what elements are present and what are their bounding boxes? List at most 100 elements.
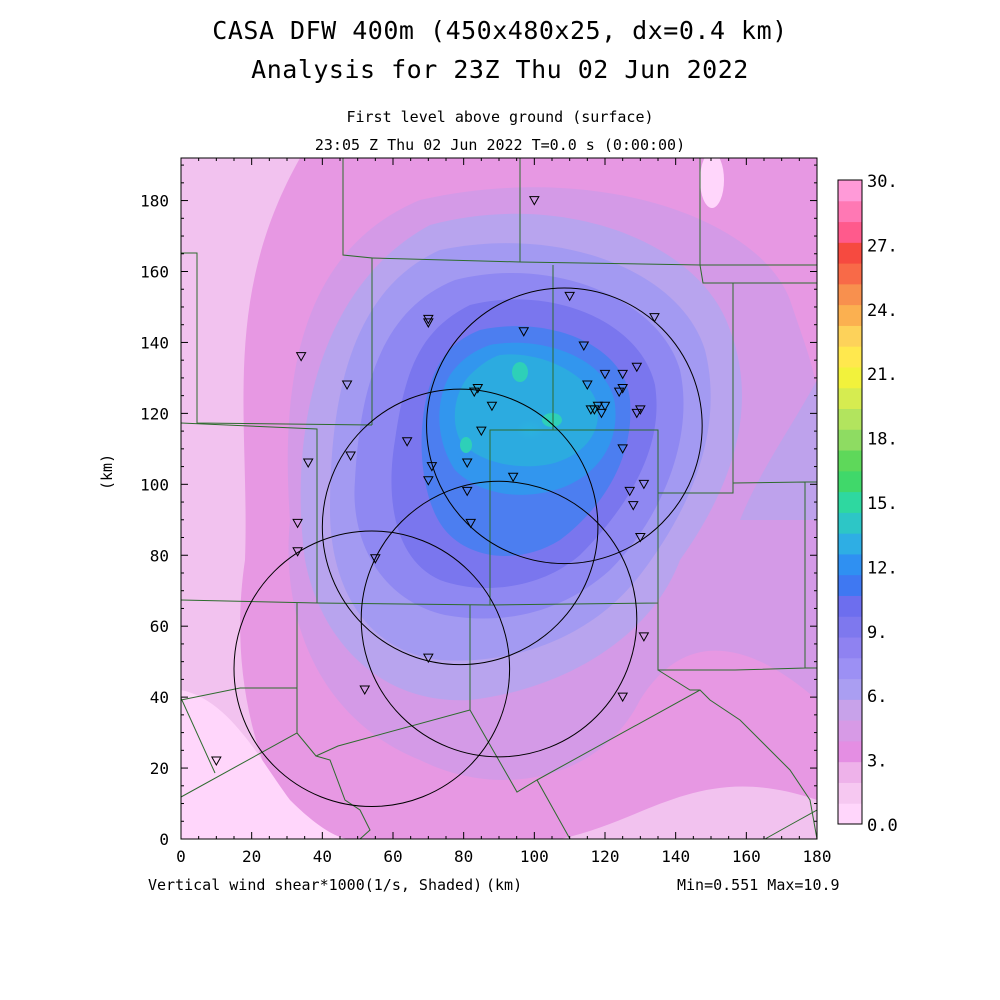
station-marker <box>624 486 636 497</box>
radar-coverage-rings <box>233 287 703 808</box>
colorbar-swatch <box>838 637 862 659</box>
colorbar-swatch <box>838 429 862 451</box>
colorbar: 30. 27. 24. 21. 18. 15. 12. 9. 6. 3. 0.0 <box>837 172 898 836</box>
y-tick-label: 100 <box>140 475 169 494</box>
x-tick-label: 40 <box>313 847 332 866</box>
station-marker <box>345 451 356 461</box>
station-marker <box>564 291 576 302</box>
station-marker <box>468 387 480 398</box>
station-marker <box>599 369 611 380</box>
station-marker <box>578 341 590 352</box>
colorbar-swatch <box>838 387 862 410</box>
station-marker <box>631 408 643 419</box>
station-marker <box>359 685 371 696</box>
station-marker <box>599 401 611 412</box>
station-marker <box>426 462 438 472</box>
x-tick-label: 180 <box>803 847 832 866</box>
y-tick-label: 0 <box>159 830 169 849</box>
colorbar-swatch <box>838 595 862 617</box>
colorbar-swatch <box>838 491 862 513</box>
station-marker <box>638 479 650 490</box>
y-axis-ticks: 0 20 40 60 80 100 120 140 160 180 <box>140 164 817 849</box>
station-marker <box>422 653 434 664</box>
colorbar-swatch <box>838 346 862 368</box>
colorbar-swatch <box>838 200 862 223</box>
colorbar-label: 9. <box>867 623 887 643</box>
colorbar-swatch <box>838 740 862 763</box>
colorbar-swatch <box>838 242 862 264</box>
colorbar-swatch <box>838 180 862 202</box>
x-tick-label: 100 <box>520 847 549 866</box>
station-marker <box>486 401 498 412</box>
radar-range-ring <box>360 480 638 758</box>
colorbar-swatch <box>838 803 862 825</box>
radar-range-ring <box>321 388 599 666</box>
station-marker <box>461 486 473 497</box>
station-marker <box>627 501 639 511</box>
station-marker <box>634 533 646 543</box>
shear-field <box>181 158 817 839</box>
colorbar-swatch <box>838 553 862 576</box>
colorbar-swatch <box>838 366 862 389</box>
colorbar-swatch <box>838 782 862 804</box>
x-tick-label: 140 <box>661 847 690 866</box>
station-marker <box>475 426 487 437</box>
station-marker <box>507 472 519 483</box>
colorbar-label: 6. <box>867 687 887 707</box>
station-marker <box>617 369 629 380</box>
station-marker <box>649 313 660 323</box>
colorbar-swatch <box>838 408 862 430</box>
colorbar-swatch <box>838 263 862 285</box>
station-marker <box>613 387 625 398</box>
subtitle-level: First level above ground (surface) <box>346 108 654 126</box>
y-tick-label: 180 <box>140 192 169 211</box>
x-tick-label: 80 <box>454 847 473 866</box>
colorbar-label: 27. <box>867 236 898 256</box>
x-axis-unit-label: (km) <box>486 876 523 894</box>
county-boundaries <box>181 158 817 839</box>
colorbar-swatch <box>838 512 862 534</box>
y-tick-label: 20 <box>150 759 169 778</box>
station-marker <box>295 352 307 362</box>
y-tick-label: 80 <box>150 546 169 565</box>
station-marker <box>341 380 353 391</box>
x-tick-label: 120 <box>591 847 620 866</box>
colorbar-swatch <box>838 221 862 243</box>
colorbar-swatch <box>838 450 862 472</box>
station-marker <box>581 380 593 391</box>
colorbar-swatch <box>838 699 862 721</box>
station-marker <box>518 327 530 337</box>
y-tick-label: 140 <box>140 333 169 352</box>
colorbar-swatch <box>838 574 862 596</box>
y-tick-label: 120 <box>140 404 169 423</box>
station-markers <box>210 196 660 766</box>
colorbar-label: 21. <box>867 365 898 385</box>
station-marker <box>617 692 629 703</box>
x-tick-label: 20 <box>242 847 261 866</box>
colorbar-label: 18. <box>867 430 898 450</box>
colorbar-swatch <box>838 283 862 306</box>
radar-range-ring <box>233 530 511 808</box>
colorbar-label: 12. <box>867 558 898 578</box>
colorbar-label: 15. <box>867 494 898 514</box>
x-tick-label: 160 <box>732 847 761 866</box>
colorbar-label: 0.0 <box>867 816 898 836</box>
y-tick-label: 60 <box>150 617 169 636</box>
colorbar-swatch <box>838 325 862 347</box>
colorbar-label: 30. <box>867 172 898 192</box>
station-marker <box>292 547 303 557</box>
field-label: Vertical wind shear*1000(1/s, Shaded) <box>148 876 483 894</box>
colorbar-label: 3. <box>867 752 887 772</box>
station-marker <box>401 437 413 447</box>
x-tick-label: 60 <box>383 847 402 866</box>
station-marker <box>631 362 643 373</box>
station-marker <box>596 408 607 419</box>
colorbar-swatch <box>838 761 862 783</box>
colorbar-swatch <box>838 470 862 493</box>
radar-range-ring <box>426 287 703 565</box>
y-tick-label: 160 <box>140 263 169 282</box>
station-marker <box>638 632 650 642</box>
y-tick-label: 40 <box>150 688 169 707</box>
station-marker <box>528 196 540 206</box>
